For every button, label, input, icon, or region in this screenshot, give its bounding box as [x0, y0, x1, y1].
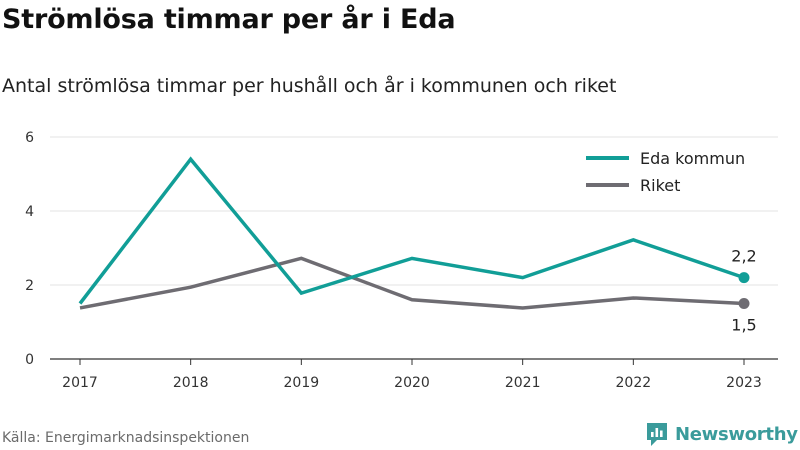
y-tick-label: 2	[25, 278, 34, 294]
y-tick-label: 0	[25, 352, 34, 368]
series-line-eda-kommun	[78, 156, 745, 305]
series-line-riket	[79, 256, 745, 310]
end-value-label: 2,2	[731, 247, 756, 266]
x-tick-label: 2020	[394, 375, 430, 391]
newsworthy-logo-icon	[647, 423, 667, 446]
x-tick-label: 2019	[284, 375, 320, 391]
series-end-point-eda-kommun	[738, 272, 750, 284]
source-note: Källa: Energimarknadsinspektionen	[2, 430, 250, 446]
legend-label: Eda kommun	[640, 149, 745, 168]
y-tick-label: 4	[25, 204, 34, 220]
x-tick-label: 2021	[505, 375, 541, 391]
chart-title: Strömlösa timmar per år i Eda	[2, 4, 456, 35]
y-tick-label: 6	[25, 130, 34, 146]
chart-subtitle: Antal strömlösa timmar per hushåll och å…	[2, 75, 617, 97]
x-tick-label: 2017	[62, 375, 98, 391]
x-tick-label: 2018	[173, 375, 209, 391]
legend-label: Riket	[640, 176, 680, 195]
brand[interactable]: Newsworthy	[645, 421, 798, 447]
series-end-point-riket	[738, 298, 750, 309]
end-value-label: 1,5	[731, 316, 756, 335]
x-tick-label: 2022	[616, 375, 652, 391]
brand-name: Newsworthy	[675, 423, 798, 445]
x-tick-label: 2023	[726, 375, 762, 391]
